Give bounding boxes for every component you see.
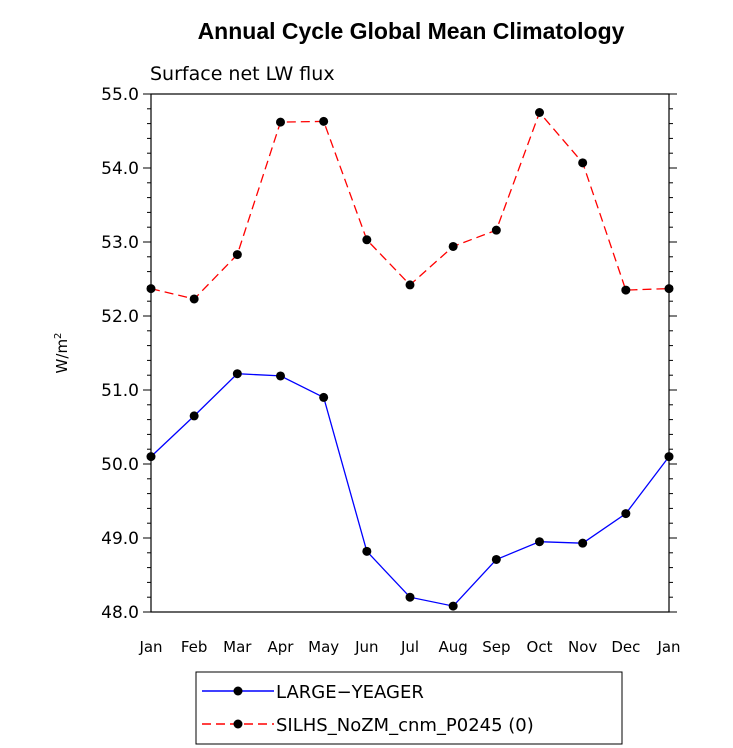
y-axis-label-exponent: 2: [53, 333, 64, 339]
x-tick-label: Mar: [223, 638, 252, 656]
series-0-point: [276, 371, 285, 381]
x-tick-label: Nov: [568, 638, 597, 656]
chart-subtitle: Surface net LW flux: [150, 63, 335, 85]
series-1-point: [621, 285, 631, 295]
x-tick-label: Apr: [268, 638, 295, 656]
chart-title: Annual Cycle Global Mean Climatology: [198, 18, 625, 44]
y-tick-label: 48.0: [101, 603, 139, 623]
series-1-point: [319, 116, 329, 126]
y-tick-label: 52.0: [101, 307, 139, 327]
series-0-point: [621, 509, 631, 519]
series-1-point: [362, 235, 372, 245]
series-line-0: [150, 373, 670, 607]
legend-label-large-yeager: LARGE−YEAGER: [276, 682, 424, 703]
plot-frame: [150, 93, 670, 613]
series-0-point: [362, 546, 372, 556]
x-tick-label: Sep: [482, 638, 510, 656]
series-layer: [146, 108, 674, 611]
series-0-point: [448, 601, 458, 611]
series-line-1: [150, 111, 670, 300]
y-tick-label: 54.0: [101, 159, 139, 179]
series-1-point: [276, 117, 285, 127]
x-tick-label: Jul: [400, 638, 419, 656]
y-tick-label: 50.0: [101, 455, 139, 475]
x-tick-labels: Jan Feb Mar Apr May Jun Jul Aug Sep Oct Nov Dec Jan: [138, 638, 680, 656]
series-1-point: [578, 158, 588, 168]
x-tick-label: Jun: [354, 638, 378, 656]
x-tick-label: Oct: [527, 638, 553, 656]
y-tick-label: 55.0: [101, 85, 139, 105]
series-0-point: [189, 411, 199, 421]
series-1-point: [448, 241, 458, 251]
series-0-point: [578, 538, 588, 548]
x-tick-label: Feb: [181, 638, 208, 656]
legend-marker-large-yeager: [233, 686, 243, 696]
y-axis-label-unit: W/m: [53, 339, 71, 374]
series-1-point: [535, 108, 544, 117]
x-tick-label: Dec: [611, 638, 640, 656]
series-0-point: [535, 537, 544, 547]
minor-ticks: [147, 108, 673, 598]
legend: LARGE−YEAGER SILHS_NoZM_cnm_P0245 (0): [195, 671, 623, 745]
x-tick-label: Aug: [439, 638, 468, 656]
legend-marker-silhs: [233, 719, 243, 729]
series-1-point: [405, 280, 415, 290]
major-ticks: [143, 93, 677, 613]
x-tick-label: Jan: [138, 638, 162, 656]
series-0-point: [319, 392, 329, 402]
y-tick-label: 49.0: [101, 529, 139, 549]
series-1-point: [232, 250, 242, 260]
series-1-point: [189, 294, 199, 304]
y-tick-label: 53.0: [101, 233, 139, 253]
y-axis-label: W/m2: [53, 333, 71, 374]
x-tick-label: Jan: [656, 638, 680, 656]
y-tick-labels: 48.0 49.0 50.0 51.0 52.0 53.0 54.0 55.0: [101, 85, 139, 623]
series-0-point: [232, 369, 242, 379]
series-1-point: [491, 225, 501, 235]
legend-label-silhs: SILHS_NoZM_cnm_P0245 (0): [276, 715, 534, 736]
series-0-point: [491, 554, 501, 564]
x-tick-label: May: [308, 638, 339, 656]
series-0-point: [405, 592, 415, 602]
legend-box: [195, 671, 623, 745]
y-tick-label: 51.0: [101, 381, 139, 401]
